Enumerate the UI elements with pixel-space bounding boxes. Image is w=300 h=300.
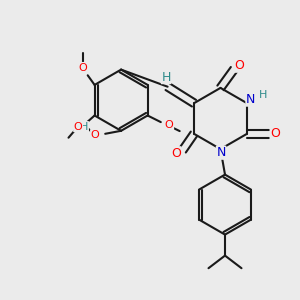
Text: O: O bbox=[91, 130, 99, 140]
Text: O: O bbox=[270, 127, 280, 140]
Text: O: O bbox=[171, 147, 181, 160]
Text: O: O bbox=[74, 122, 82, 132]
Text: O: O bbox=[78, 62, 87, 73]
Text: O: O bbox=[165, 119, 174, 130]
Text: N: N bbox=[246, 93, 255, 106]
Text: N: N bbox=[216, 146, 226, 159]
Text: H: H bbox=[161, 70, 171, 84]
Text: O: O bbox=[235, 59, 244, 72]
Text: H: H bbox=[80, 122, 88, 132]
Text: H: H bbox=[258, 90, 267, 100]
